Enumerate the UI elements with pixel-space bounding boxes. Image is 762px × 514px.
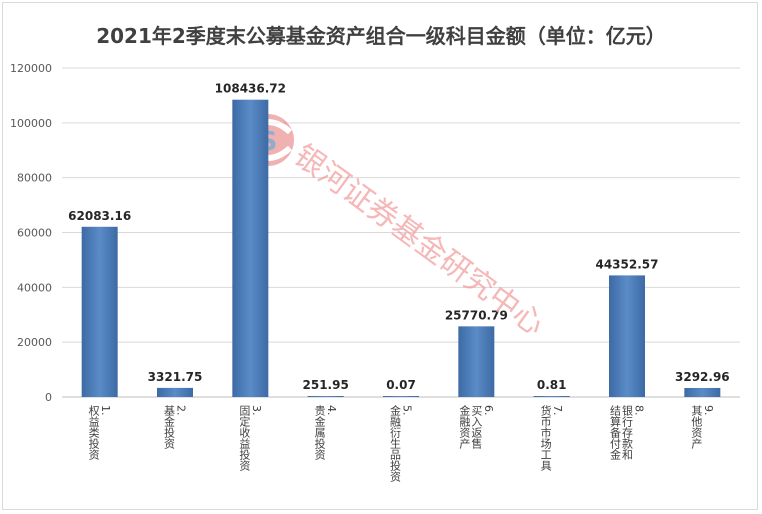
data-label: 108436.72 (215, 82, 286, 96)
y-tick-label: 120000 (10, 62, 52, 75)
bars (81, 99, 721, 397)
x-tick-label: 固定收益投资 (238, 405, 251, 472)
data-label: 3321.75 (148, 370, 203, 384)
x-tick-label: 5. (401, 405, 414, 416)
bar (609, 275, 645, 397)
x-tick-label: 结算备付金 (609, 405, 622, 460)
x-tick-label: 基金投资 (163, 405, 176, 450)
x-tick-label: 3. (250, 405, 263, 416)
x-tick-label: 买入返售 (470, 405, 483, 450)
y-tick-label: 60000 (17, 227, 52, 240)
y-tick-label: 80000 (17, 172, 52, 185)
y-tick-label: 40000 (17, 281, 52, 294)
x-axis: 1.权益类投资 2.基金投资 3.固定收益投资 4.贵金属投资 5.金融衍生品投资 6.买… (87, 404, 715, 483)
x-tick-label: 银行存款和 (621, 404, 634, 461)
y-tick-label: 100000 (10, 117, 52, 130)
y-tick-label: 20000 (17, 336, 52, 349)
x-tick-label: 2. (175, 405, 188, 416)
data-label: 25770.79 (445, 308, 508, 322)
x-tick-label: 4. (325, 405, 338, 416)
watermark-text: 银河证券基金研究中心 (287, 138, 550, 343)
bar (157, 387, 193, 397)
x-tick-label: 权益类投资 (87, 405, 100, 461)
x-tick-label: 8. (633, 405, 646, 416)
data-label: 0.81 (537, 378, 567, 392)
bar (458, 326, 495, 397)
data-label: 3292.96 (675, 370, 730, 384)
data-label: 62083.16 (68, 209, 131, 223)
x-tick-label: 9. (702, 405, 715, 416)
data-label: 251.95 (303, 378, 349, 392)
bar (232, 99, 269, 397)
x-tick-label: 7. (551, 405, 564, 416)
x-tick-label: 金融衍生品投资 (389, 404, 402, 483)
x-tick-label: 其他资产 (690, 405, 703, 450)
x-tick-label: 1. (99, 405, 112, 416)
x-tick-label: 贵金属投资 (313, 405, 326, 461)
data-label: 0.07 (386, 378, 416, 392)
bar (81, 226, 118, 397)
bar (533, 396, 570, 397)
bar (307, 396, 344, 397)
y-tick-label: 0 (45, 391, 52, 404)
x-tick-label: 6. (482, 405, 495, 416)
chart-title: 2021年2季度末公募基金资产组合一级科目金额（单位：亿元） (96, 24, 666, 48)
x-tick-label: 金融资产 (458, 404, 471, 450)
x-tick-label: 货币市场工具 (539, 404, 552, 471)
y-axis: 0 20000 40000 60000 80000 100000 120000 (10, 62, 52, 404)
bar (383, 396, 419, 397)
data-labels: 62083.16 3321.75 108436.72 251.95 0.07 25770.… (68, 82, 730, 392)
bar (684, 387, 721, 397)
data-label: 44352.57 (595, 257, 658, 271)
